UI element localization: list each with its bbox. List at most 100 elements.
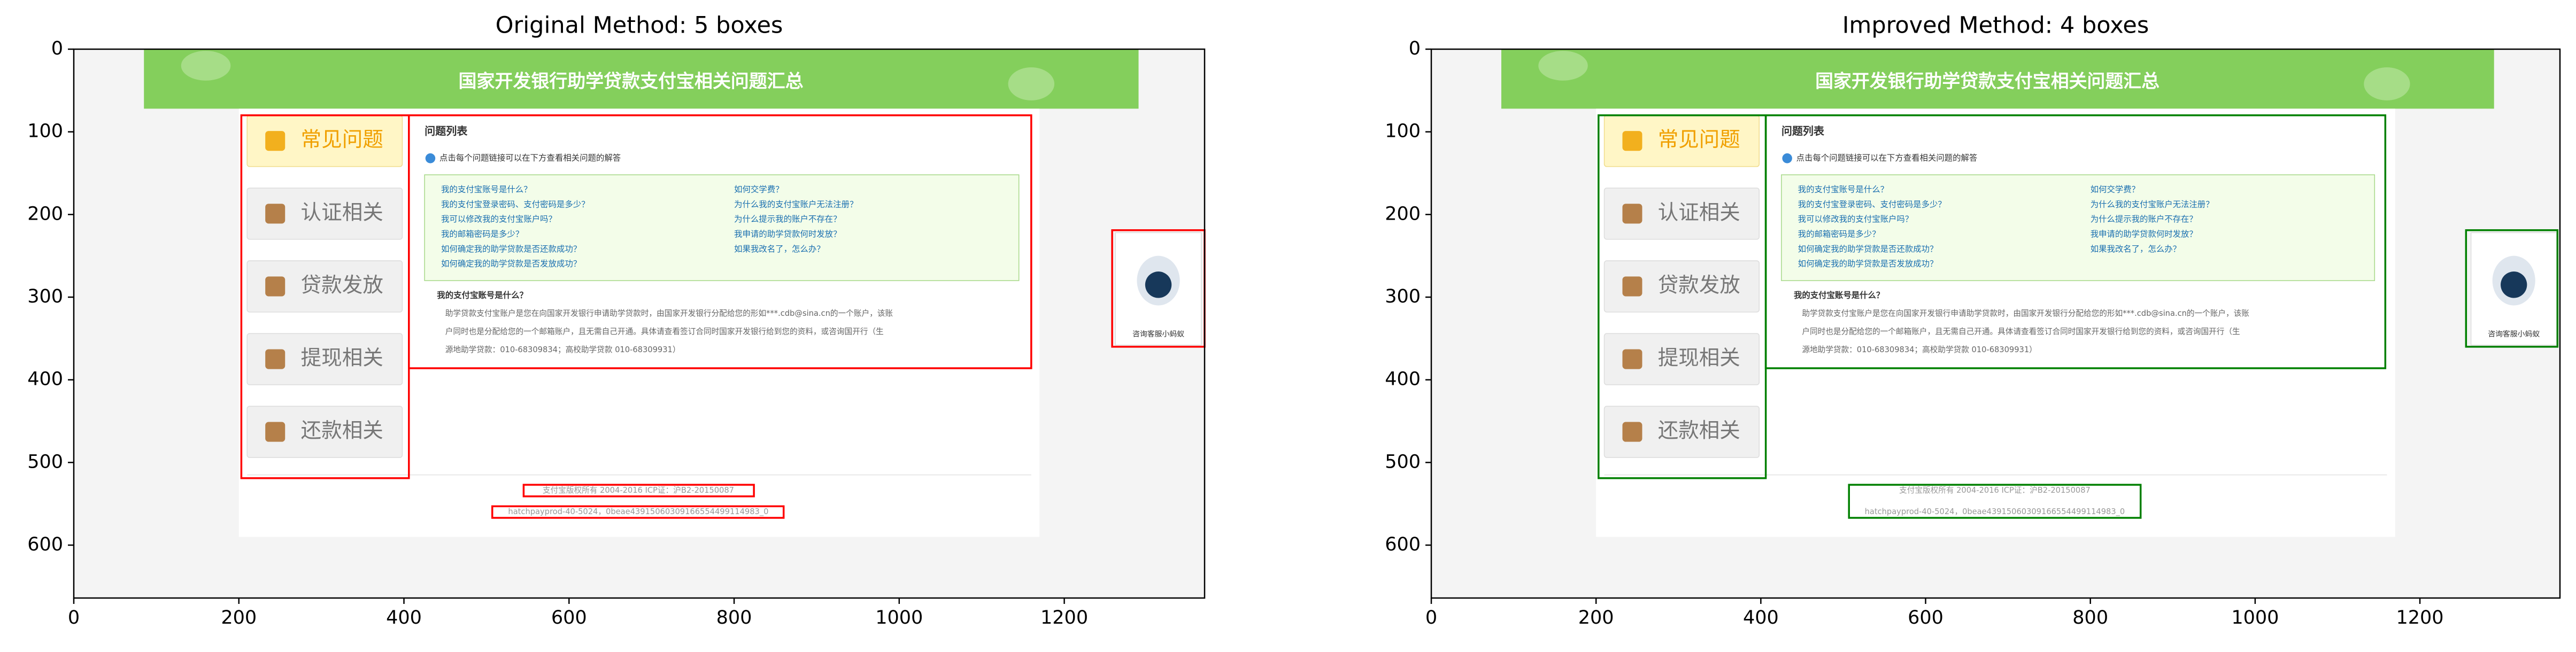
footer-text: hatchpayprod-40-5024，0beae43915060309166…	[508, 507, 768, 516]
x-tick-label: 600	[551, 607, 587, 628]
chart-title: Original Method: 5 boxes	[496, 12, 783, 39]
x-tick-label: 200	[1578, 607, 1614, 628]
sidebar-icon	[1622, 131, 1642, 151]
bounding-box	[1764, 114, 2387, 369]
bounding-box	[491, 505, 785, 519]
question-link: 如何交学费？	[734, 184, 784, 194]
y-tick-label: 600	[1385, 534, 1421, 555]
sidebar-label: 常见问题	[1658, 128, 1740, 152]
question-link: 我的支付宝登录密码、支付密码是多少？	[1798, 199, 1946, 209]
x-tick-label: 400	[386, 607, 422, 628]
question-link: 为什么提示我的账户不存在？	[734, 214, 842, 224]
y-tick-label: 300	[27, 286, 63, 307]
question-link: 如何确定我的助学贷款是否还款成功？	[1798, 244, 1938, 254]
content-panel	[1596, 108, 2395, 537]
sidebar-label: 认证相关	[301, 200, 383, 224]
sidebar-button	[1603, 333, 1760, 385]
answer-text: 助学贷款支付宝账户是您在向国家开发银行申请助学贷款时，由国家开发银行分配给您的形…	[1802, 309, 2249, 318]
x-tick-label: 1200	[2396, 607, 2444, 628]
answer-text: 户同时也是分配给您的一个邮箱账户，且无需自己开通。具体请查看签订合同时国家开发银…	[1802, 327, 2240, 336]
header-band	[144, 49, 1139, 109]
sidebar-icon	[265, 131, 286, 151]
question-link: 如何确定我的助学贷款是否发放成功？	[1798, 259, 1938, 269]
sidebar-icon	[1622, 276, 1642, 297]
x-tick-label: 400	[1743, 607, 1779, 628]
header-deco	[2364, 67, 2410, 100]
sidebar-icon	[1622, 349, 1642, 369]
sidebar-button	[246, 406, 403, 458]
sidebar-button	[246, 260, 403, 313]
sidebar-button	[1603, 188, 1760, 240]
header-deco	[1008, 67, 1055, 100]
question-link: 我的支付宝账号是什么？	[441, 184, 532, 194]
sidebar-label: 贷款发放	[1658, 273, 1740, 297]
footer-text: hatchpayprod-40-5024，0beae43915060309166…	[1865, 507, 2125, 516]
hint-icon	[1782, 153, 1792, 164]
x-tick-label: 0	[1425, 607, 1437, 628]
x-tick-label: 1000	[875, 607, 923, 628]
sidebar-icon	[265, 276, 286, 297]
y-tick-label: 100	[1385, 121, 1421, 142]
sidebar-icon	[265, 422, 286, 442]
y-tick-label: 400	[27, 369, 63, 390]
question-link: 如何确定我的助学贷款是否发放成功？	[441, 259, 581, 269]
sidebar-label: 还款相关	[301, 419, 383, 443]
question-link: 如何确定我的助学贷款是否还款成功？	[441, 244, 581, 254]
robot-label: 咨询客服小蚂蚁	[1132, 330, 1184, 339]
question-link: 为什么提示我的账户不存在？	[2091, 214, 2197, 224]
x-tick-label: 800	[716, 607, 752, 628]
question-link: 我的支付宝登录密码、支付密码是多少？	[441, 199, 590, 209]
question-box	[424, 174, 1020, 281]
bounding-box	[408, 114, 1032, 369]
y-tick-label: 0	[1409, 38, 1421, 59]
sidebar-icon	[265, 204, 286, 224]
sidebar-button	[1603, 260, 1760, 313]
y-tick-label: 600	[27, 534, 63, 555]
header-deco	[181, 51, 231, 81]
robot-face	[2501, 271, 2527, 298]
answer-text: 户同时也是分配给您的一个邮箱账户，且无需自己开通。具体请查看签订合同时国家开发银…	[445, 327, 884, 336]
hint: 点击每个问题链接可以在下方查看相关问题的解答	[1796, 153, 1978, 163]
axes-frame	[73, 48, 1206, 599]
x-tick-label: 600	[1908, 607, 1943, 628]
footer-text: 支付宝版权所有 2004-2016 ICP证：沪B2-20150087	[1899, 486, 2091, 495]
question-link: 我申请的助学贷款何时发放？	[734, 229, 842, 239]
question-link: 我可以修改我的支付宝账户吗？	[1798, 214, 1913, 224]
question-box	[1781, 174, 2376, 281]
y-tick-label: 500	[27, 451, 63, 472]
hint: 点击每个问题链接可以在下方查看相关问题的解答	[439, 153, 621, 163]
question-link: 如何交学费？	[2091, 184, 2140, 194]
sidebar-label: 常见问题	[301, 128, 383, 152]
y-tick-label: 0	[51, 38, 63, 59]
question-link: 为什么我的支付宝账户无法注册？	[734, 199, 858, 209]
y-tick-label: 200	[27, 203, 63, 224]
sidebar-label: 提现相关	[301, 346, 383, 370]
question-link: 如果我改名了，怎么办？	[2091, 244, 2181, 254]
y-tick-label: 200	[1385, 203, 1421, 224]
sidebar-label: 提现相关	[1658, 346, 1740, 370]
axes-frame	[1430, 48, 2561, 599]
list-title: 问题列表	[425, 125, 468, 137]
y-tick-label: 400	[1385, 369, 1421, 390]
robot-label: 咨询客服小蚂蚁	[2488, 330, 2540, 339]
question-link: 为什么我的支付宝账户无法注册？	[2091, 199, 2214, 209]
sidebar-icon	[265, 349, 286, 369]
robot-face	[1145, 271, 1172, 298]
bounding-box	[2465, 229, 2559, 348]
x-tick-label: 1000	[2231, 607, 2279, 628]
question-link: 我申请的助学贷款何时发放？	[2091, 229, 2197, 239]
x-tick-label: 200	[221, 607, 257, 628]
question-link: 我的邮箱密码是多少？	[441, 229, 523, 239]
header-title: 国家开发银行助学贷款支付宝相关问题汇总	[459, 71, 804, 92]
bounding-box	[522, 484, 755, 498]
y-tick-label: 500	[1385, 451, 1421, 472]
y-tick-label: 300	[1385, 286, 1421, 307]
header-title: 国家开发银行助学贷款支付宝相关问题汇总	[1815, 71, 2159, 92]
x-tick-label: 1200	[1040, 607, 1088, 628]
x-tick-label: 0	[68, 607, 80, 628]
